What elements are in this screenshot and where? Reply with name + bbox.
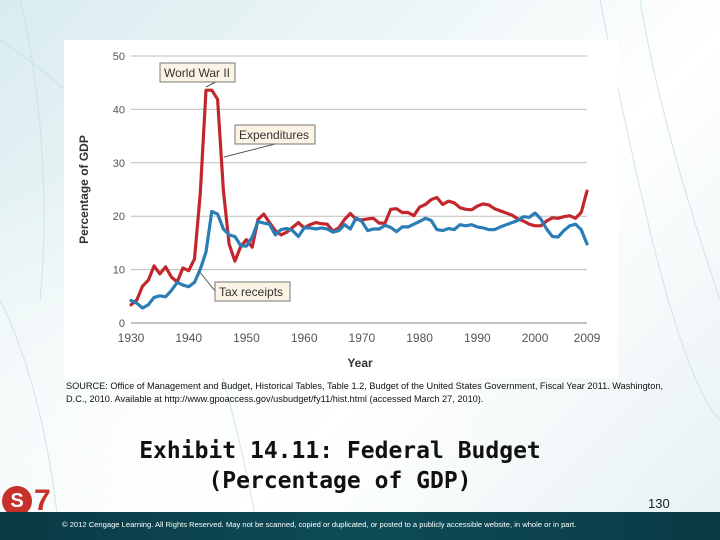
tax-receipts-callout-box [214, 281, 291, 302]
y-tick-label: 50 [113, 51, 125, 63]
x-tick-label: 1960 [291, 331, 318, 345]
x-axis-label: Year [347, 356, 373, 370]
logo-number: 7 [34, 484, 51, 517]
logo-letter: S [2, 486, 32, 516]
x-tick-label: 2009 [574, 331, 601, 345]
world-war-ii-callout-box [159, 62, 236, 83]
y-tick-label: 30 [113, 158, 125, 170]
x-tick-label: 1980 [406, 331, 433, 345]
y-tick-label: 10 [113, 265, 125, 277]
copyright-footer: © 2012 Cengage Learning. All Rights Rese… [62, 520, 577, 529]
tax-receipts-callout-leader [198, 270, 216, 292]
x-tick-label: 1930 [118, 331, 145, 345]
x-tick-label: 1940 [175, 331, 202, 345]
x-tick-label: 1970 [349, 331, 376, 345]
x-tick-label: 1950 [233, 331, 260, 345]
world-war-ii-callout-label: World War II [164, 66, 230, 80]
title-line-1: Exhibit 14.11: Federal Budget [139, 438, 541, 464]
line-chart: 0 10 20 30 40 50 1930 1940 1950 1960 1970 1980 1990 2… [77, 51, 601, 370]
footer-bar [0, 512, 720, 540]
tax-receipts-callout-label: Tax receipts [219, 285, 283, 299]
chart-panel: 0 10 20 30 40 50 1930 1940 1950 1960 1970 1980 1990 2… [64, 40, 618, 378]
expenditures-callout-leader [223, 143, 276, 158]
y-tick-label: 0 [119, 318, 125, 330]
source-note: SOURCE: Office of Management and Budget,… [66, 381, 664, 404]
x-tick-label: 2000 [522, 331, 549, 345]
slide-title: Exhibit 14.11: Federal Budget (Percentag… [80, 436, 600, 496]
page-number: 130 [648, 496, 670, 511]
title-line-2: (Percentage of GDP) [208, 468, 472, 494]
y-tick-label: 20 [113, 211, 125, 223]
chapter-logo: S 7 [0, 484, 58, 524]
expenditures-callout-box [234, 124, 316, 145]
x-tick-label: 1990 [464, 331, 491, 345]
tax-receipts-line [129, 209, 589, 310]
y-axis-label: Percentage of GDP [77, 135, 91, 244]
y-tick-label: 40 [113, 104, 125, 116]
expenditures-callout-label: Expenditures [239, 128, 309, 142]
